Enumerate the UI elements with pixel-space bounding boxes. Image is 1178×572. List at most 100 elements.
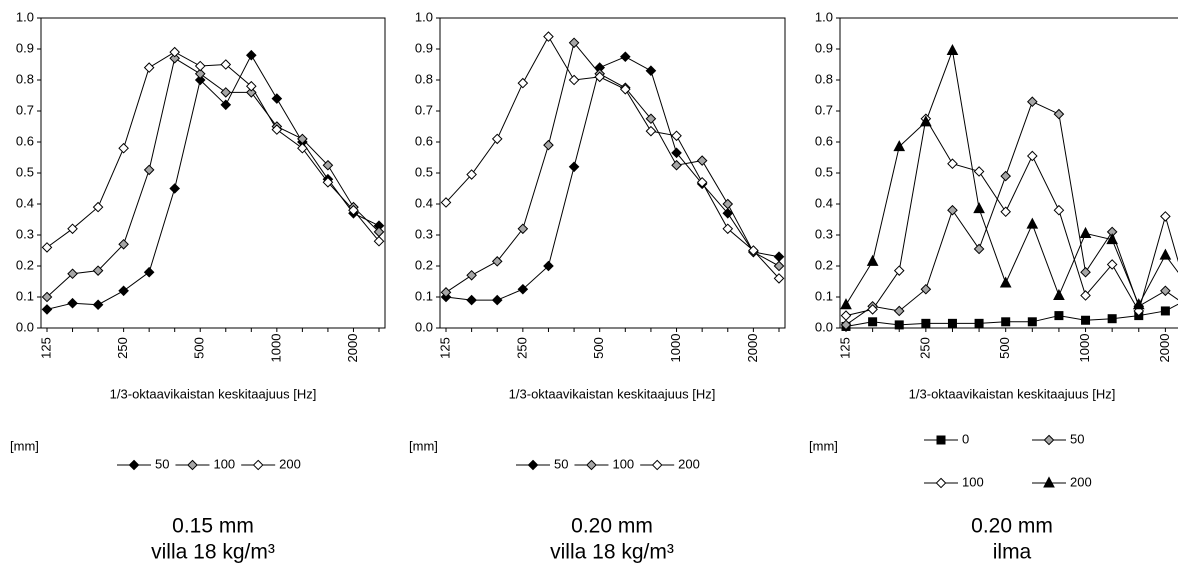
legend-label: 100 [213,456,235,471]
marker [517,77,529,89]
series-line [845,48,1178,306]
chart-title: 0.15 mm [172,515,254,538]
marker [92,265,104,276]
marker [41,242,53,253]
marker [143,266,155,278]
y-tick-label: 0.3 [815,226,833,241]
marker [246,80,257,92]
marker [517,283,529,295]
x-tick-label: 125 [437,337,452,359]
x-tick-label: 125 [837,337,852,359]
marker [543,31,554,42]
marker [1026,217,1039,229]
legend-marker [527,459,539,471]
marker [1001,317,1011,327]
marker [920,283,932,295]
marker [893,305,905,317]
marker [118,142,129,154]
x-tick-label: 2000 [745,334,760,363]
marker [645,65,657,77]
x-tick-label: 125 [38,337,53,359]
series-line [845,117,1178,317]
x-tick-label: 1000 [668,334,683,363]
marker [1053,108,1065,120]
marker [1107,314,1117,324]
marker [868,317,878,327]
legend-marker [187,459,198,471]
legend-marker [128,459,140,471]
y-tick-label: 0.1 [16,288,34,303]
marker [722,223,734,235]
marker [1106,233,1118,245]
marker [67,223,78,235]
legend-label: 50 [554,456,568,471]
y-tick-label: 0.3 [16,226,34,241]
y-tick-label: 0.6 [815,133,833,148]
y-tick-label: 0.4 [16,195,34,210]
x-tick-label: 500 [591,337,606,359]
marker [671,159,682,171]
y-tick-label: 0.9 [16,40,34,55]
marker [671,147,682,159]
marker [517,223,529,235]
x-tick-label: 2000 [345,334,360,363]
marker [246,49,257,61]
marker [67,268,78,280]
marker [246,87,257,98]
marker [840,298,852,310]
marker [1054,311,1064,321]
y-tick-label: 0.1 [415,288,433,303]
y-tick-label: 0.4 [415,195,433,210]
y-tick-label: 0.7 [415,102,433,117]
marker [118,285,129,297]
marker [491,133,503,145]
marker [1027,317,1037,327]
marker [973,243,985,255]
legend-label: 50 [1070,431,1084,446]
marker [322,176,334,188]
y-tick-label: 0.6 [415,133,433,148]
marker [194,74,206,86]
marker [194,68,206,80]
marker [1159,248,1172,260]
marker [696,176,708,188]
legend-marker [1043,434,1055,446]
x-tick-label: 1000 [268,334,283,363]
marker [271,93,283,104]
legend-label: 200 [678,456,700,471]
legend-marker [936,435,946,445]
marker [645,125,657,137]
x-tick-label: 500 [192,337,207,359]
marker [194,60,206,72]
marker [491,294,503,306]
marker [620,51,631,63]
marker [67,297,78,309]
marker [773,273,785,284]
y-tick-label: 0.9 [415,40,433,55]
marker [773,260,785,272]
marker [947,158,958,170]
chart-subtitle: villa 18 kg/m³ [550,541,674,564]
y-tick-label: 0.6 [16,133,34,148]
y-tick-label: 0.5 [815,164,833,179]
marker [491,256,503,267]
y-tick-label: 1.0 [415,9,433,24]
marker [1160,211,1171,222]
y-tick-label: 0.2 [16,257,34,272]
marker [973,166,985,177]
marker [348,204,359,216]
marker [1027,150,1038,162]
y-tick-label: 0.5 [16,164,34,179]
marker [41,291,53,303]
y-tick-label: 0.3 [415,226,433,241]
marker [1027,96,1038,108]
marker [543,139,554,151]
y-tick-label: 0.4 [815,195,833,210]
marker [92,201,104,213]
series-line [445,56,780,301]
marker [722,198,734,210]
series-line [445,41,780,293]
marker [322,159,334,171]
marker [92,299,104,311]
